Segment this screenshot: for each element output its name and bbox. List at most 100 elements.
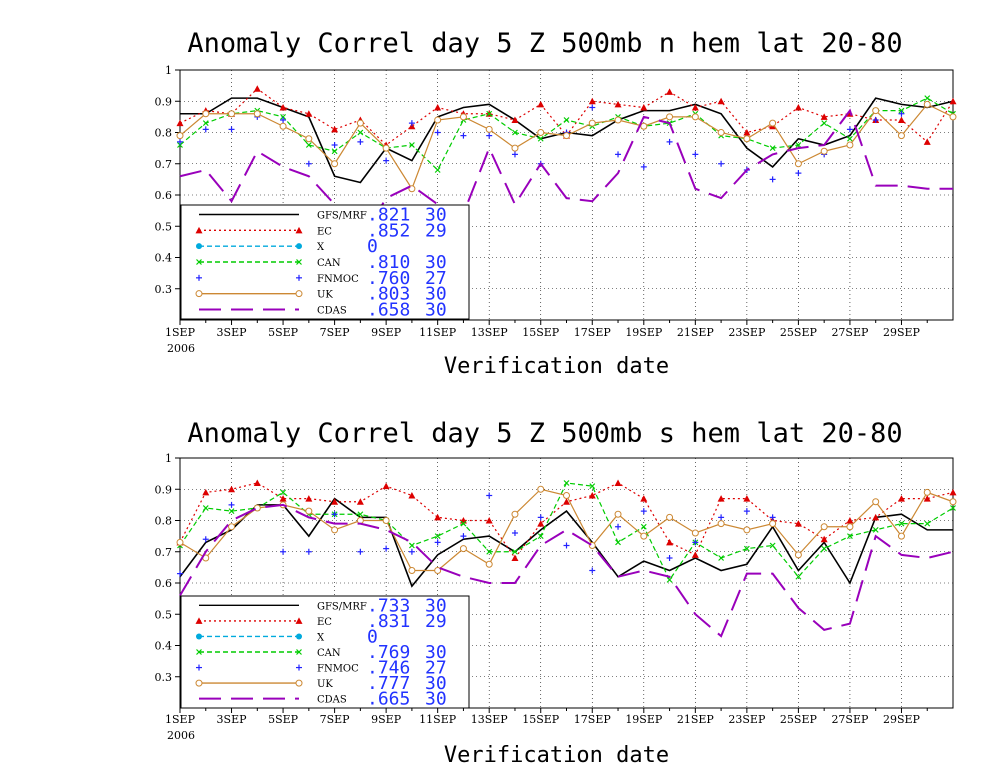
legend-marker: [295, 226, 303, 234]
data-point: [847, 135, 853, 142]
data-point: [459, 113, 467, 121]
data-point: [331, 526, 339, 534]
y-tick-label: 0.7: [155, 546, 173, 559]
x-tick-label: 13SEP: [471, 713, 509, 726]
legend-count: 30: [425, 205, 447, 226]
data-point: [718, 160, 725, 167]
data-point: [898, 107, 905, 114]
legend-count: 27: [425, 658, 447, 679]
data-point: [537, 533, 544, 540]
series-uk: [176, 100, 957, 193]
data-point: [202, 505, 209, 511]
legend-name: UK: [317, 679, 333, 690]
y-tick-label: 0.8: [155, 127, 173, 140]
data-point: [228, 126, 235, 133]
data-point: [614, 479, 622, 486]
data-point: [202, 110, 210, 118]
data-point: [357, 548, 364, 555]
data-point: [408, 548, 415, 555]
legend-mean: 0: [367, 236, 378, 257]
x-tick-label: 17SEP: [574, 326, 612, 339]
x-tick-label: 19SEP: [625, 713, 663, 726]
legend-marker: [195, 226, 203, 234]
legend-name: EC: [317, 617, 332, 628]
data-point: [615, 151, 622, 158]
data-point: [589, 483, 596, 490]
data-point: [897, 495, 905, 502]
legend-box: [180, 595, 470, 709]
data-point: [382, 517, 390, 524]
data-point: [692, 539, 699, 546]
data-point: [897, 116, 905, 123]
legend-count: 29: [425, 220, 447, 241]
data-point: [305, 495, 313, 502]
data-point: [331, 142, 338, 148]
data-point: [228, 523, 236, 531]
data-point: [666, 113, 674, 121]
data-point: [923, 138, 931, 145]
series-line: [179, 497, 953, 588]
data-point: [589, 104, 596, 111]
data-point: [640, 163, 647, 170]
data-point: [949, 113, 957, 121]
data-point: [511, 116, 519, 123]
data-point: [795, 170, 802, 177]
data-point: [537, 129, 545, 136]
legend-marker: [195, 679, 203, 687]
data-point: [356, 517, 364, 524]
data-point: [331, 125, 339, 133]
data-point: [511, 554, 519, 561]
data-point: [666, 88, 674, 95]
data-point: [769, 542, 776, 549]
legend-count: 30: [425, 689, 447, 710]
data-point: [228, 508, 235, 515]
series-ec: [176, 479, 957, 561]
data-point: [898, 520, 905, 527]
data-point: [923, 100, 931, 108]
data-point: [640, 508, 647, 515]
data-point: [434, 104, 442, 111]
data-point: [794, 160, 802, 168]
legend-name: FNMOC: [317, 664, 359, 675]
data-point: [485, 560, 493, 568]
data-point: [692, 151, 699, 158]
data-point: [717, 97, 725, 105]
data-point: [460, 132, 467, 139]
x-tick-label: 5SEP: [268, 713, 299, 726]
x-tick-label: 11SEP: [419, 326, 457, 339]
data-point: [434, 513, 442, 521]
legend-mean: .665: [367, 689, 410, 710]
series-line: [179, 503, 954, 638]
data-point: [615, 539, 621, 546]
legend-count: 30: [425, 284, 447, 305]
data-point: [821, 545, 828, 552]
data-point: [202, 488, 210, 496]
legend-mean: .733: [367, 595, 410, 616]
legend-mean: .803: [367, 284, 410, 305]
x-year-label: 2006: [167, 342, 195, 355]
data-point: [202, 120, 209, 127]
data-point: [846, 523, 854, 531]
data-point: [949, 488, 957, 496]
x-axis-label: Verification date: [444, 743, 669, 768]
data-point: [408, 567, 416, 574]
data-point: [305, 135, 313, 143]
legend-count: 30: [425, 300, 447, 321]
x-tick-label: 9SEP: [371, 713, 402, 726]
data-point: [485, 125, 493, 133]
legend-name: CDAS: [317, 306, 347, 317]
data-point: [434, 116, 442, 124]
data-point: [717, 129, 725, 136]
data-point: [357, 129, 364, 136]
series-line: [179, 108, 953, 244]
data-point: [280, 489, 286, 496]
legend-mean: .777: [367, 673, 410, 694]
data-point: [563, 132, 570, 140]
chart-title: Anomaly Correl day 5 Z 500mb s hem lat 2…: [187, 418, 902, 449]
data-point: [253, 110, 261, 118]
data-point: [666, 513, 674, 521]
data-point: [176, 538, 184, 546]
data-point: [434, 539, 441, 546]
legend-marker: [295, 290, 303, 298]
legend-mean: .746: [367, 658, 410, 679]
